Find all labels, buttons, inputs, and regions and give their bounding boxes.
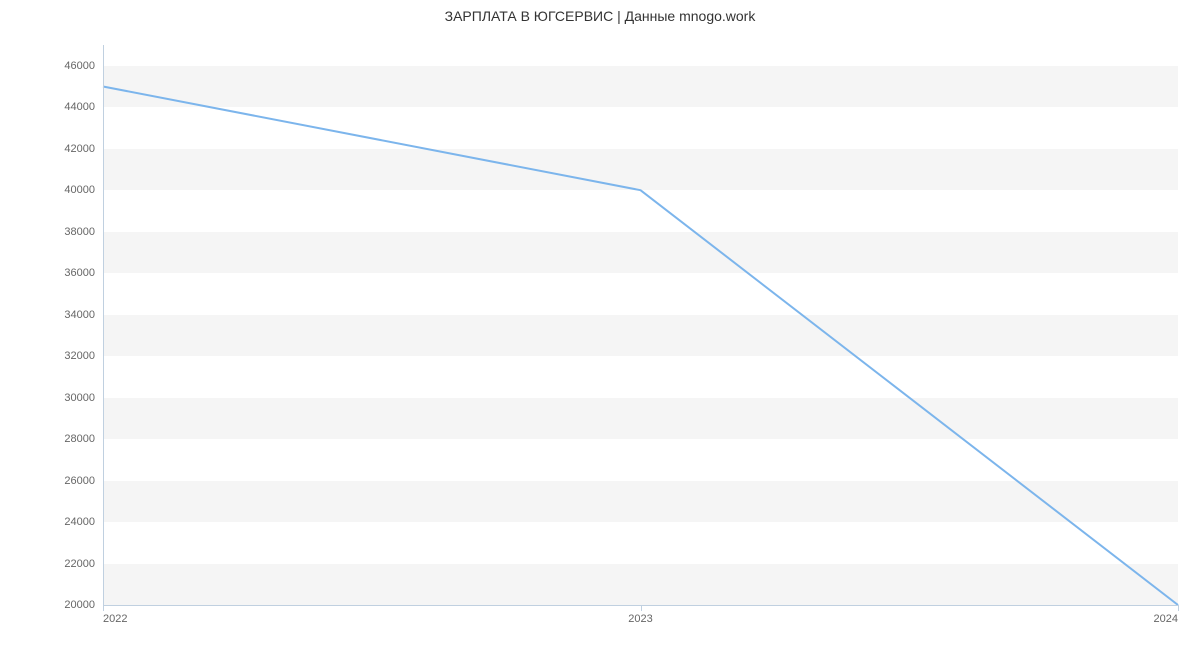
- y-tick-label: 38000: [64, 226, 95, 238]
- y-tick-label: 24000: [64, 516, 95, 528]
- x-tick: [103, 605, 104, 611]
- y-axis-line: [103, 45, 104, 605]
- y-tick-label: 46000: [64, 60, 95, 72]
- y-tick-label: 32000: [64, 350, 95, 362]
- salary-chart: ЗАРПЛАТА В ЮГСЕРВИС | Данные mnogo.work …: [0, 0, 1200, 650]
- x-tick-label: 2024: [1154, 613, 1178, 625]
- y-tick-label: 36000: [64, 267, 95, 279]
- x-tick-label: 2022: [103, 613, 127, 625]
- y-tick-label: 44000: [64, 101, 95, 113]
- series-line: [103, 86, 1178, 605]
- y-tick-label: 22000: [64, 558, 95, 570]
- y-tick-label: 28000: [64, 433, 95, 445]
- y-tick-label: 26000: [64, 475, 95, 487]
- plot-area: 2000022000240002600028000300003200034000…: [103, 45, 1178, 605]
- y-tick-label: 20000: [64, 599, 95, 611]
- x-tick: [641, 605, 642, 611]
- chart-title: ЗАРПЛАТА В ЮГСЕРВИС | Данные mnogo.work: [0, 8, 1200, 24]
- y-tick-label: 34000: [64, 309, 95, 321]
- line-series: [103, 45, 1178, 605]
- x-tick: [1178, 605, 1179, 611]
- y-tick-label: 42000: [64, 143, 95, 155]
- x-tick-label: 2023: [628, 613, 652, 625]
- y-tick-label: 30000: [64, 392, 95, 404]
- y-tick-label: 40000: [64, 184, 95, 196]
